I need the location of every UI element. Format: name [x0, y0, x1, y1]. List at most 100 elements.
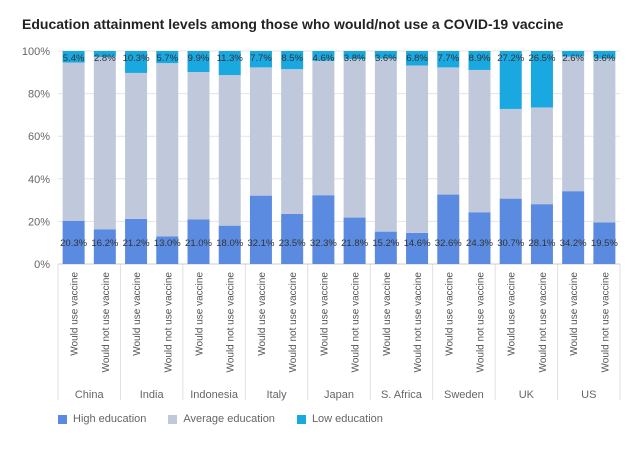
group-label: UK: [519, 389, 535, 401]
data-label-low: 27.2%: [497, 53, 524, 64]
bar-average-education: [93, 56, 116, 230]
data-label-high: 24.3%: [466, 238, 493, 249]
legend-item-high: High education: [58, 413, 146, 425]
x-category-label: Would not use vaccine: [476, 272, 487, 373]
bar-low-education: [281, 51, 304, 70]
bar-high-education: [312, 195, 335, 264]
data-label-high: 34.2%: [560, 238, 587, 249]
bar-high-education: [281, 213, 304, 264]
bar-high-education: [499, 198, 522, 264]
bar-average-education: [312, 60, 335, 196]
data-label-high: 21.8%: [341, 238, 368, 249]
bar-low-education: [468, 51, 491, 70]
legend-swatch-high: [58, 414, 67, 424]
bar-high-education: [437, 194, 460, 264]
bar-high-education: [374, 231, 397, 264]
y-tick-label: 80%: [28, 89, 50, 101]
legend-label-high: High education: [73, 413, 147, 425]
data-label-high: 32.3%: [310, 238, 337, 249]
y-tick-label: 100%: [22, 46, 50, 58]
data-label-low: 3.6%: [594, 53, 616, 64]
x-category-label: Would not use vaccine: [226, 272, 237, 373]
bar-low-education: [125, 51, 148, 73]
x-category-label: Would not use vaccine: [413, 272, 424, 373]
bar-average-education: [374, 58, 397, 232]
bar-high-education: [343, 217, 366, 264]
data-label-high: 18.0%: [216, 238, 243, 249]
data-label-high: 23.5%: [279, 238, 306, 249]
x-category-label: Would not use vaccine: [101, 272, 112, 373]
bar-average-education: [249, 67, 272, 196]
x-category-label: Would not use vaccine: [600, 272, 611, 373]
data-label-low: 2.8%: [94, 53, 116, 64]
group-label: Italy: [266, 389, 287, 401]
bar-high-education: [468, 212, 491, 264]
bar-high-education: [249, 195, 272, 264]
data-label-high: 20.3%: [60, 238, 87, 249]
bar-average-education: [593, 58, 616, 223]
bar-low-education: [218, 51, 241, 76]
data-label-high: 32.6%: [435, 238, 462, 249]
bar-average-education: [187, 72, 210, 220]
data-label-low: 9.9%: [188, 53, 210, 64]
legend-swatch-average: [168, 414, 178, 424]
data-label-low: 3.8%: [344, 53, 366, 64]
data-label-low: 10.3%: [123, 53, 150, 64]
bar-high-education: [156, 236, 179, 264]
bar-high-education: [187, 219, 210, 264]
bar-high-education: [406, 232, 429, 264]
bar-average-education: [437, 67, 460, 195]
chart-title: Education attainment levels among those …: [22, 16, 564, 32]
bar-average-education: [530, 107, 553, 205]
bar-average-education: [156, 63, 179, 237]
bar-low-education: [187, 51, 210, 73]
group-label: Indonesia: [190, 389, 239, 401]
bar-low-education: [312, 51, 335, 61]
bar-low-education: [562, 51, 585, 57]
group-label: India: [140, 389, 165, 401]
bar-low-education: [249, 51, 272, 68]
bar-average-education: [499, 108, 522, 199]
bar-low-education: [406, 51, 429, 66]
x-category-label: Would not use vaccine: [163, 272, 174, 373]
chart-legend: High education Average education Low edu…: [58, 413, 383, 425]
x-category-label: Would use vaccine: [382, 272, 393, 356]
bar-low-education: [499, 51, 522, 109]
data-label-low: 8.9%: [469, 53, 491, 64]
bar-high-education: [593, 222, 616, 264]
y-tick-label: 40%: [28, 174, 50, 186]
bar-low-education: [437, 51, 460, 68]
data-label-low: 26.5%: [528, 53, 555, 64]
data-label-low: 11.3%: [217, 53, 244, 64]
legend-label-low: Low education: [311, 413, 383, 425]
bar-high-education: [218, 225, 241, 264]
legend-item-average: Average education: [168, 413, 275, 425]
x-category-label: Would use vaccine: [507, 272, 518, 356]
y-tick-label: 0%: [34, 259, 50, 271]
bar-average-education: [343, 59, 366, 218]
x-category-label: Would use vaccine: [195, 272, 206, 356]
x-category-label: Would use vaccine: [257, 272, 268, 356]
data-label-high: 19.5%: [591, 238, 618, 249]
y-tick-label: 20%: [28, 216, 50, 228]
legend-item-low: Low education: [296, 413, 383, 425]
bar-low-education: [93, 51, 116, 57]
bar-high-education: [125, 218, 148, 264]
data-label-high: 30.7%: [497, 238, 524, 249]
bar-high-education: [562, 191, 585, 264]
x-category-label: Would not use vaccine: [351, 272, 362, 373]
data-label-low: 5.7%: [156, 53, 178, 64]
bar-high-education: [530, 204, 553, 264]
data-label-low: 4.6%: [313, 53, 335, 64]
data-label-low: 8.5%: [281, 53, 303, 64]
data-label-low: 5.4%: [63, 53, 85, 64]
legend-swatch-low: [296, 414, 306, 424]
bar-high-education: [93, 229, 116, 264]
data-label-high: 14.6%: [404, 238, 431, 249]
x-category-label: Would not use vaccine: [538, 272, 549, 373]
bar-low-education: [343, 51, 366, 60]
bar-low-education: [62, 51, 85, 63]
data-label-low: 3.6%: [375, 53, 397, 64]
x-category-label: Would use vaccine: [132, 272, 143, 356]
